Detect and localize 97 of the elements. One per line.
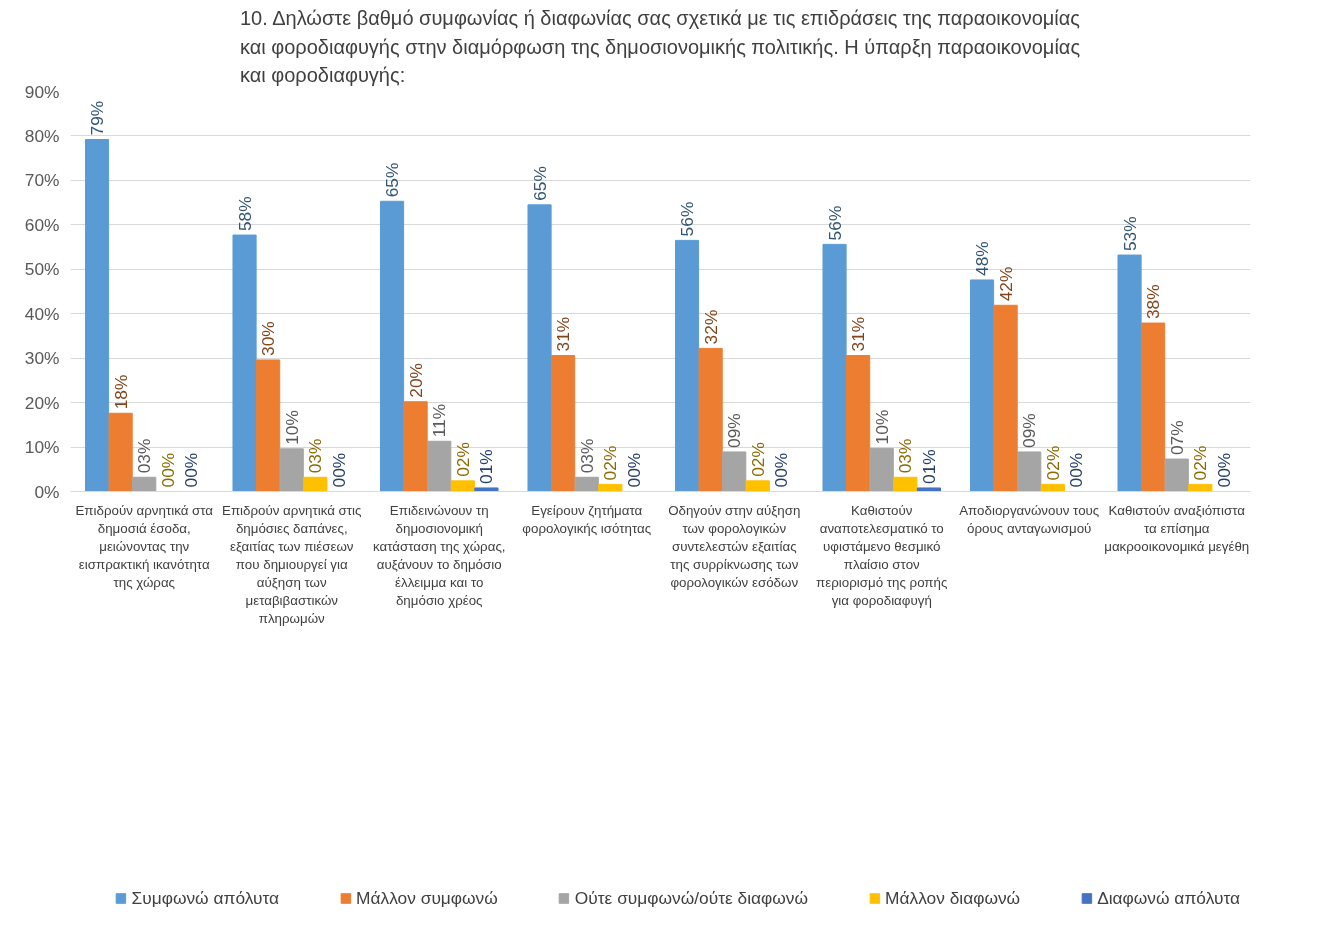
x-tick-label: Αποδιοργανώνουν τους όρους ανταγωνισμού (959, 502, 1100, 536)
bar (1040, 483, 1065, 492)
y-tick-label: 40% (24, 303, 60, 324)
data-label: 02% (1042, 445, 1063, 481)
data-label: 01% (918, 449, 939, 484)
data-label: 18% (110, 374, 131, 410)
data-label: 07% (1166, 420, 1187, 456)
data-label: 03% (305, 438, 326, 474)
bar (450, 480, 475, 492)
data-label: 02% (452, 442, 473, 477)
data-label: 79% (87, 100, 108, 136)
data-label: 11% (429, 403, 450, 438)
x-tick-label: Επιδρούν αρνητικά στις δημόσιες δαπάνες, εξαιτίας των πιέσεων που δημιουργεί για αύξηση των μεταβιβαστικών πληρωμών (222, 502, 363, 626)
x-tick-label: Καθιστούν αναξιόπιστα τα επίσημα μακροοικονομικά μεγέθη (1104, 502, 1250, 554)
legend-label: Ούτε συμφωνώ/ούτε διαφωνώ (574, 887, 809, 909)
data-label: 65% (529, 166, 550, 201)
bar (698, 347, 723, 492)
data-label: 48% (972, 241, 993, 276)
data-label: 38% (1143, 284, 1164, 320)
data-label: 00% (771, 452, 792, 488)
bar (1017, 451, 1042, 492)
y-tick-label: 30% (24, 348, 60, 369)
bar (474, 487, 499, 492)
y-tick-label: 90% (24, 81, 60, 102)
bar (108, 412, 133, 492)
bar (745, 480, 770, 492)
legend-label: Μάλλον συμφωνώ (356, 887, 498, 909)
bar (1141, 322, 1166, 492)
data-label: 00% (328, 452, 349, 488)
bar (822, 243, 847, 492)
bar (132, 476, 157, 492)
x-tick-label: Επιδρούν αρνητικά στα δημοσιά έσοδα, μειώνοντας την εισπρακτική ικανότητα της χώρας (75, 502, 214, 590)
data-label: 09% (1019, 413, 1040, 448)
data-label: 01% (476, 449, 497, 484)
legend-label: Συμφωνώ απόλυτα (131, 887, 280, 909)
bar (722, 451, 747, 492)
data-label: 00% (181, 452, 202, 488)
data-label: 00% (1213, 452, 1234, 488)
bar (893, 476, 918, 492)
data-label: 02% (747, 442, 768, 477)
bar (969, 279, 995, 492)
bar (403, 401, 428, 492)
data-label: 58% (234, 196, 255, 232)
data-label: 00% (157, 452, 178, 488)
data-label: 53% (1119, 216, 1140, 252)
x-tick-label: Οδηγούν στην αύξηση των φορολογικών συντελεστών εξαιτίας της συρρίκνωσης των φορολογικών εσόδων (668, 502, 801, 590)
y-tick-label: 10% (24, 437, 60, 458)
data-label: 30% (258, 321, 279, 356)
bar (1164, 458, 1189, 492)
y-tick-label: 0% (34, 481, 60, 502)
data-label: 00% (1066, 452, 1087, 488)
data-label: 42% (995, 266, 1016, 302)
bar (674, 239, 700, 492)
data-label: 31% (848, 316, 869, 352)
bar (379, 200, 405, 492)
bar (303, 476, 328, 492)
y-tick-label: 80% (24, 125, 60, 146)
legend-label: Διαφωνώ απόλυτα (1097, 887, 1240, 909)
chart-title: 10. Δηλώστε βαθμό συμφωνίας ή διαφωνίας σας σχετικά με τις επιδράσεις της παραοικονομίας και φοροδιαφυγής στην διαμόρφωση της δημοσιονομικής πολιτικής. Η ύπαρξη παραοικονομίας και φοροδιαφυγής: (239, 7, 1081, 87)
data-label: 32% (700, 309, 721, 345)
x-tick-label: Εγείρουν ζητήματα φορολογικής ισότητας (522, 502, 652, 536)
bar (993, 304, 1018, 492)
bar (527, 204, 552, 492)
data-label: 02% (1190, 445, 1211, 481)
data-label: 65% (382, 162, 403, 198)
bar (846, 355, 871, 492)
x-tick-label: Επιδεινώνουν τη δημοσιονομική κατάσταση της χώρας, αυξάνουν το δημόσιο έλλειμμα και το δημόσιο χρέος (372, 502, 506, 608)
x-tick-label: Καθιστούν αναποτελεσματικό το υφιστάμενο θεσμικό πλαίσιο στον περιορισμό της ροπής για φοροδιαφυγή (816, 502, 948, 608)
data-label: 31% (553, 316, 574, 352)
bar (551, 355, 576, 492)
data-label: 03% (134, 438, 155, 474)
y-tick-label: 20% (24, 392, 60, 413)
y-tick-label: 60% (24, 214, 60, 235)
data-label: 10% (871, 409, 892, 445)
data-label: 56% (824, 205, 845, 241)
bar (279, 448, 304, 492)
y-tick-label: 50% (24, 259, 60, 280)
bar (916, 487, 942, 492)
data-label: 02% (600, 445, 621, 481)
bar (427, 440, 452, 492)
bar (256, 359, 281, 492)
bar (232, 234, 257, 492)
data-label: 03% (576, 438, 597, 474)
legend-label: Μάλλον διαφωνώ (885, 887, 1021, 909)
bar (598, 483, 623, 492)
bar (574, 476, 599, 492)
data-label: 20% (405, 363, 426, 398)
y-tick-label: 70% (24, 170, 60, 191)
bar (1117, 254, 1142, 492)
data-label: 03% (895, 438, 916, 474)
data-label: 56% (677, 201, 698, 237)
bar (1188, 483, 1213, 492)
bar (84, 139, 110, 492)
data-label: 09% (724, 413, 745, 448)
bar (869, 447, 894, 492)
data-label: 10% (281, 410, 302, 445)
data-label: 00% (623, 452, 644, 488)
